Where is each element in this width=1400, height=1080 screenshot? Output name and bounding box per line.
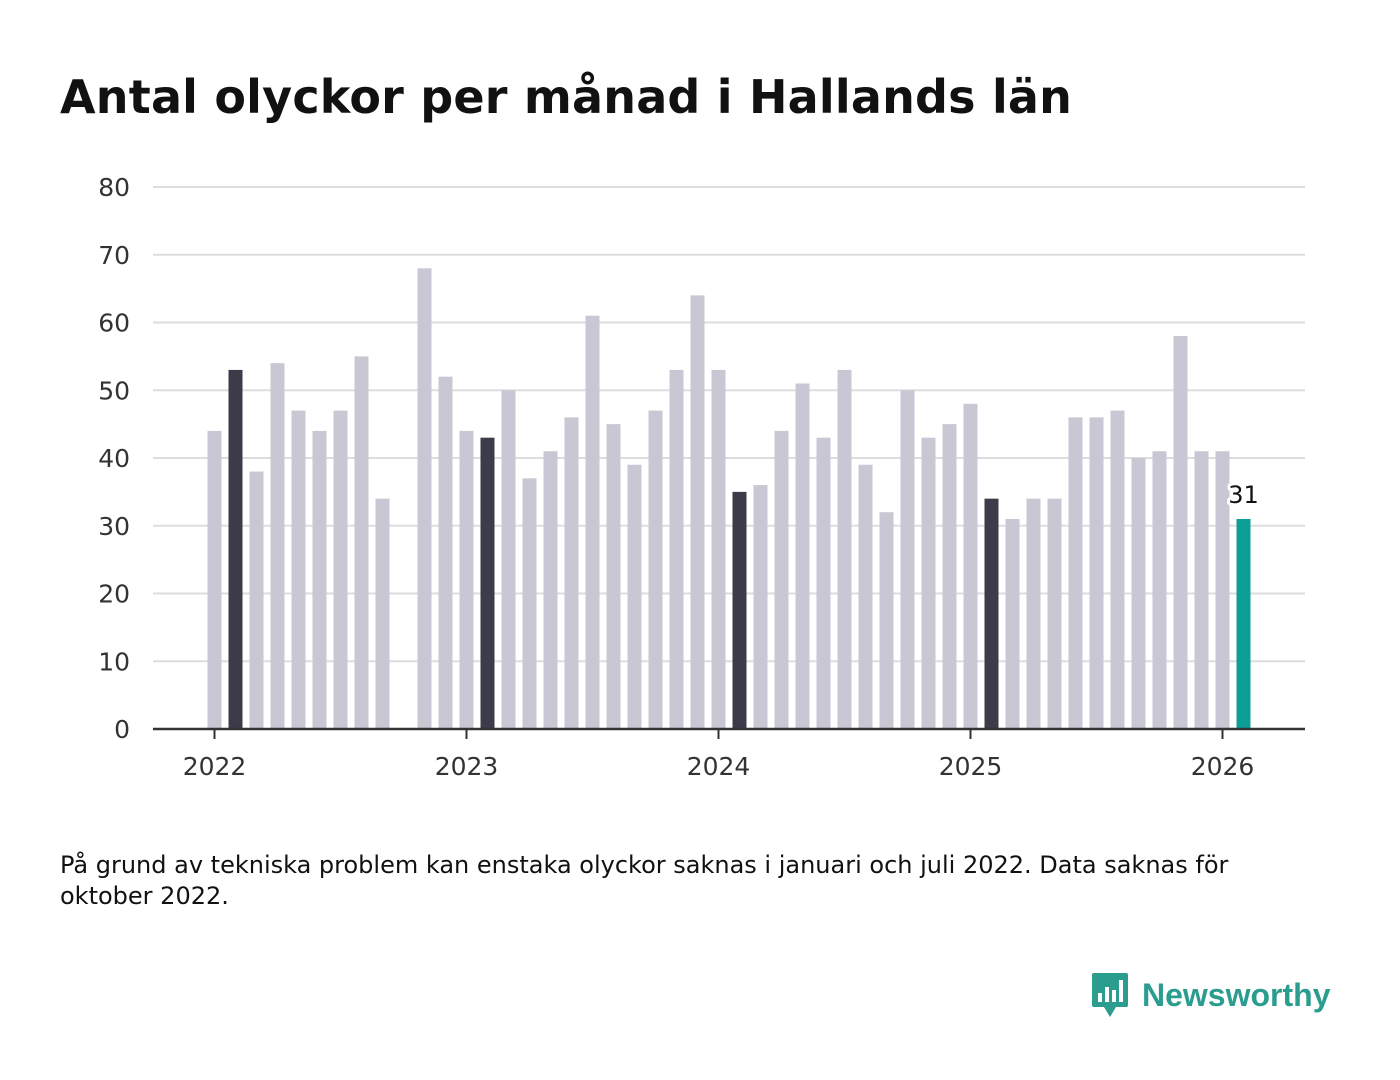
x-axis-ticks: 2022 2023 2024 2025 2026	[183, 729, 1255, 781]
bar-2025-06[interactable]	[1089, 417, 1104, 729]
bar-2024-12[interactable]	[963, 403, 978, 729]
bar-2022-06[interactable]	[333, 410, 348, 729]
brand-name: Newsworthy	[1142, 976, 1331, 1013]
bar-2025-02[interactable]	[1005, 518, 1020, 729]
y-tick-label: 70	[98, 241, 130, 270]
x-tick-label: 2024	[687, 752, 751, 781]
bar-2025-08[interactable]	[1131, 458, 1146, 729]
bar-2022-02[interactable]	[249, 471, 264, 729]
bar-2025-07[interactable]	[1110, 410, 1125, 729]
y-tick-label: 30	[98, 512, 130, 541]
bar-2023-05[interactable]	[564, 417, 579, 729]
y-axis-ticks: 0 10 20 30 40 50 60 70 80	[98, 173, 130, 744]
y-tick-label: 10	[98, 647, 130, 676]
bar-2023-08[interactable]	[627, 464, 642, 729]
y-tick-label: 20	[98, 580, 130, 609]
y-tick-label: 40	[98, 444, 130, 473]
y-tick-label: 50	[98, 376, 130, 405]
bar-2022-05[interactable]	[312, 430, 327, 729]
bar-2025-04[interactable]	[1047, 498, 1062, 729]
bar-2022-04[interactable]	[291, 410, 306, 729]
bar-2022-01[interactable]	[228, 369, 243, 729]
bar-2021-12[interactable]	[207, 430, 222, 729]
bar-2023-11[interactable]	[690, 295, 705, 729]
footnote: På grund av tekniska problem kan enstaka…	[60, 851, 1229, 910]
bar-2022-07[interactable]	[354, 356, 369, 729]
bar-2026-01[interactable]	[1236, 518, 1251, 729]
y-tick-label: 0	[114, 715, 130, 744]
bar-2025-01[interactable]	[984, 498, 999, 729]
bar-2024-08[interactable]	[879, 512, 894, 729]
x-tick-label: 2023	[435, 752, 499, 781]
bar-2023-01[interactable]	[480, 437, 495, 729]
bar-2024-03[interactable]	[774, 430, 789, 729]
bar-2023-09[interactable]	[648, 410, 663, 729]
bars	[207, 268, 1251, 729]
bar-2022-03[interactable]	[270, 363, 285, 729]
bar-2024-05[interactable]	[816, 437, 831, 729]
x-tick-label: 2026	[1191, 752, 1255, 781]
bar-2024-11[interactable]	[942, 424, 957, 729]
bar-2023-02[interactable]	[501, 390, 516, 729]
bar-2022-10[interactable]	[417, 268, 432, 729]
bar-2023-12[interactable]	[711, 369, 726, 729]
bar-2025-11[interactable]	[1194, 451, 1209, 729]
bar-2022-12[interactable]	[459, 430, 474, 729]
bar-2024-07[interactable]	[858, 464, 873, 729]
bar-chart: 0 10 20 30 40 50 60 70 80 2022 2023 2024 2025 2026 3…	[98, 173, 1305, 781]
y-tick-label: 80	[98, 173, 130, 202]
bar-2023-03[interactable]	[522, 478, 537, 729]
bar-2023-10[interactable]	[669, 369, 684, 729]
bar-2025-09[interactable]	[1152, 451, 1167, 729]
x-tick-label: 2025	[939, 752, 1003, 781]
bar-2024-10[interactable]	[921, 437, 936, 729]
bar-2024-02[interactable]	[753, 485, 768, 729]
bar-2024-01[interactable]	[732, 491, 747, 729]
bar-2025-12[interactable]	[1215, 451, 1230, 729]
bar-2024-09[interactable]	[900, 390, 915, 729]
newsworthy-logo-icon	[1092, 973, 1128, 1017]
y-tick-label: 60	[98, 309, 130, 338]
bar-2025-10[interactable]	[1173, 336, 1188, 729]
bar-2025-05[interactable]	[1068, 417, 1083, 729]
bar-2023-04[interactable]	[543, 451, 558, 729]
bar-2025-03[interactable]	[1026, 498, 1041, 729]
bar-2024-04[interactable]	[795, 383, 810, 729]
bar-2024-06[interactable]	[837, 369, 852, 729]
data-label-latest: 31	[1228, 481, 1259, 509]
bar-2023-07[interactable]	[606, 424, 621, 729]
chart-title: Antal olyckor per månad i Hallands län	[60, 70, 1073, 124]
x-tick-label: 2022	[183, 752, 247, 781]
data-labels: 31	[1225, 478, 1262, 512]
bar-2022-08[interactable]	[375, 498, 390, 729]
bar-2023-06[interactable]	[585, 315, 600, 729]
bar-2022-11[interactable]	[438, 376, 453, 729]
brand-logo[interactable]: Newsworthy	[1090, 970, 1330, 1020]
